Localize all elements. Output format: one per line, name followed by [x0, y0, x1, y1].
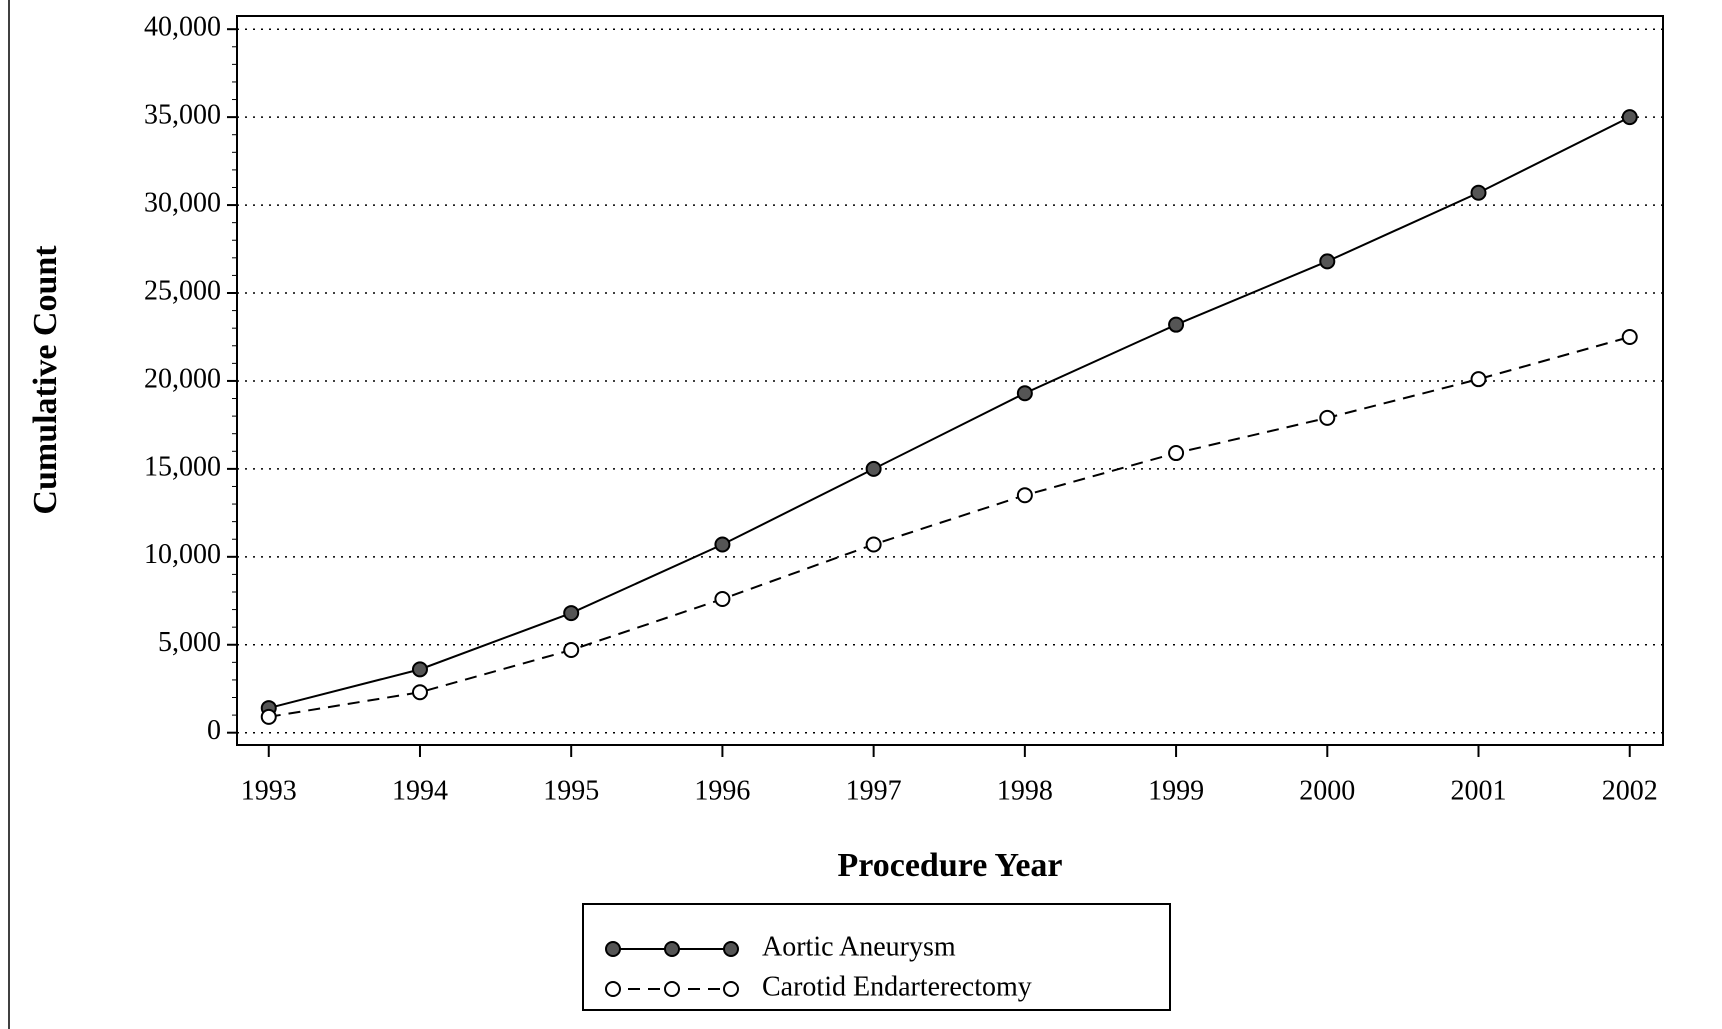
legend-marker [605, 981, 621, 997]
x-axis-title: Procedure Year [837, 847, 1062, 884]
legend-marker [664, 981, 680, 997]
y-tick-label: 10,000 [144, 539, 221, 570]
data-point [1621, 109, 1638, 126]
y-tick-label: 15,000 [144, 451, 221, 482]
data-point [563, 642, 580, 659]
legend-marker [605, 941, 621, 957]
data-point [411, 684, 428, 701]
x-tick-label: 2001 [1451, 775, 1507, 806]
data-point [1470, 371, 1487, 388]
data-point [1016, 385, 1033, 402]
series-line [268, 116, 1631, 710]
x-tick-label: 1997 [846, 775, 902, 806]
data-point [1168, 445, 1185, 462]
data-point [714, 536, 731, 553]
legend-box [582, 903, 1171, 1011]
data-point [1319, 253, 1336, 270]
data-point [1319, 409, 1336, 426]
y-tick-label: 5,000 [158, 627, 221, 658]
x-tick-label: 1995 [543, 775, 599, 806]
y-tick-label: 20,000 [144, 363, 221, 394]
legend-label: Aortic Aneurysm [762, 931, 956, 962]
y-tick-label: 35,000 [144, 100, 221, 131]
x-tick-label: 1993 [241, 775, 297, 806]
series-line [268, 336, 1631, 718]
legend-marker [664, 941, 680, 957]
data-point [411, 661, 428, 678]
data-point [1621, 328, 1638, 345]
data-point [865, 460, 882, 477]
x-tick-label: 2000 [1299, 775, 1355, 806]
y-tick-label: 30,000 [144, 187, 221, 218]
y-tick-label: 0 [207, 715, 221, 746]
legend-marker [723, 941, 739, 957]
y-tick-label: 40,000 [144, 12, 221, 43]
data-point [1016, 487, 1033, 504]
data-point [563, 605, 580, 622]
legend-label: Carotid Endarterectomy [762, 971, 1032, 1002]
data-point [1470, 184, 1487, 201]
y-axis-title: Cumulative Count [27, 245, 64, 515]
data-point [714, 591, 731, 608]
legend-marker [723, 981, 739, 997]
x-tick-label: 1994 [392, 775, 448, 806]
data-point [1168, 316, 1185, 333]
y-tick-label: 25,000 [144, 275, 221, 306]
x-tick-label: 1996 [694, 775, 750, 806]
x-tick-label: 2002 [1602, 775, 1658, 806]
x-tick-label: 1998 [997, 775, 1053, 806]
data-point [260, 708, 277, 725]
data-point [865, 536, 882, 553]
x-tick-label: 1999 [1148, 775, 1204, 806]
